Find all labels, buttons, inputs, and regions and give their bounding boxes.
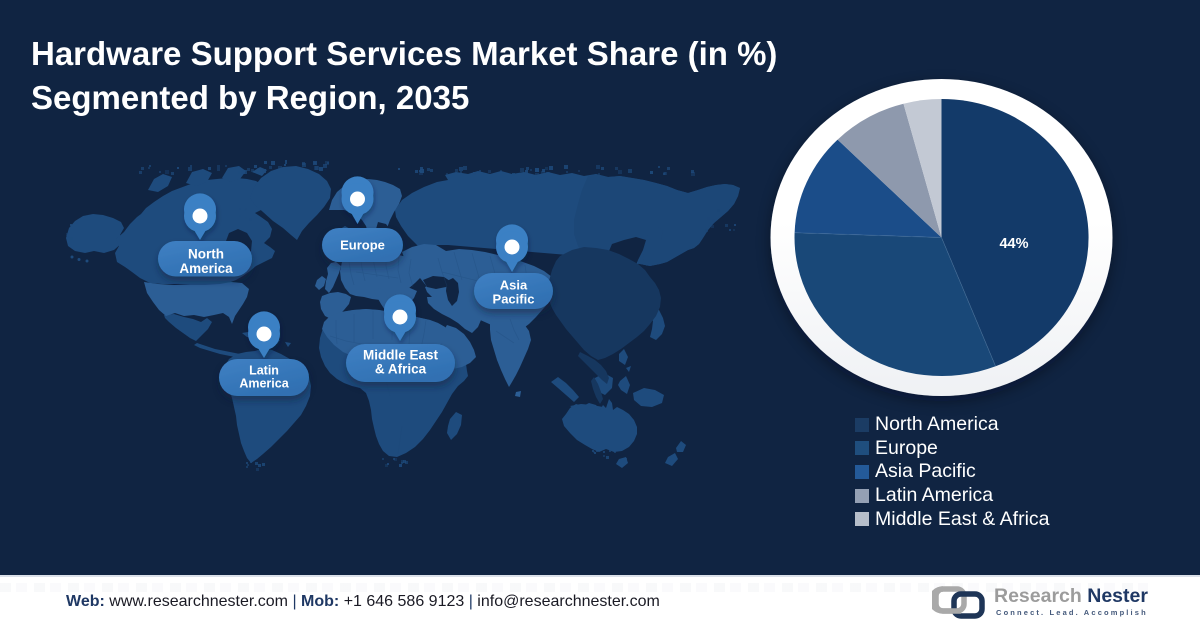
svg-text:America: America xyxy=(239,377,289,391)
svg-text:& Africa: & Africa xyxy=(375,362,427,377)
svg-text:Pacific: Pacific xyxy=(493,292,535,307)
svg-text:Middle East: Middle East xyxy=(363,348,439,363)
svg-text:America: America xyxy=(179,261,233,276)
svg-text:Europe: Europe xyxy=(340,238,385,253)
svg-text:North: North xyxy=(188,247,224,262)
svg-text:Asia: Asia xyxy=(500,278,528,293)
svg-text:Latin: Latin xyxy=(249,364,279,378)
